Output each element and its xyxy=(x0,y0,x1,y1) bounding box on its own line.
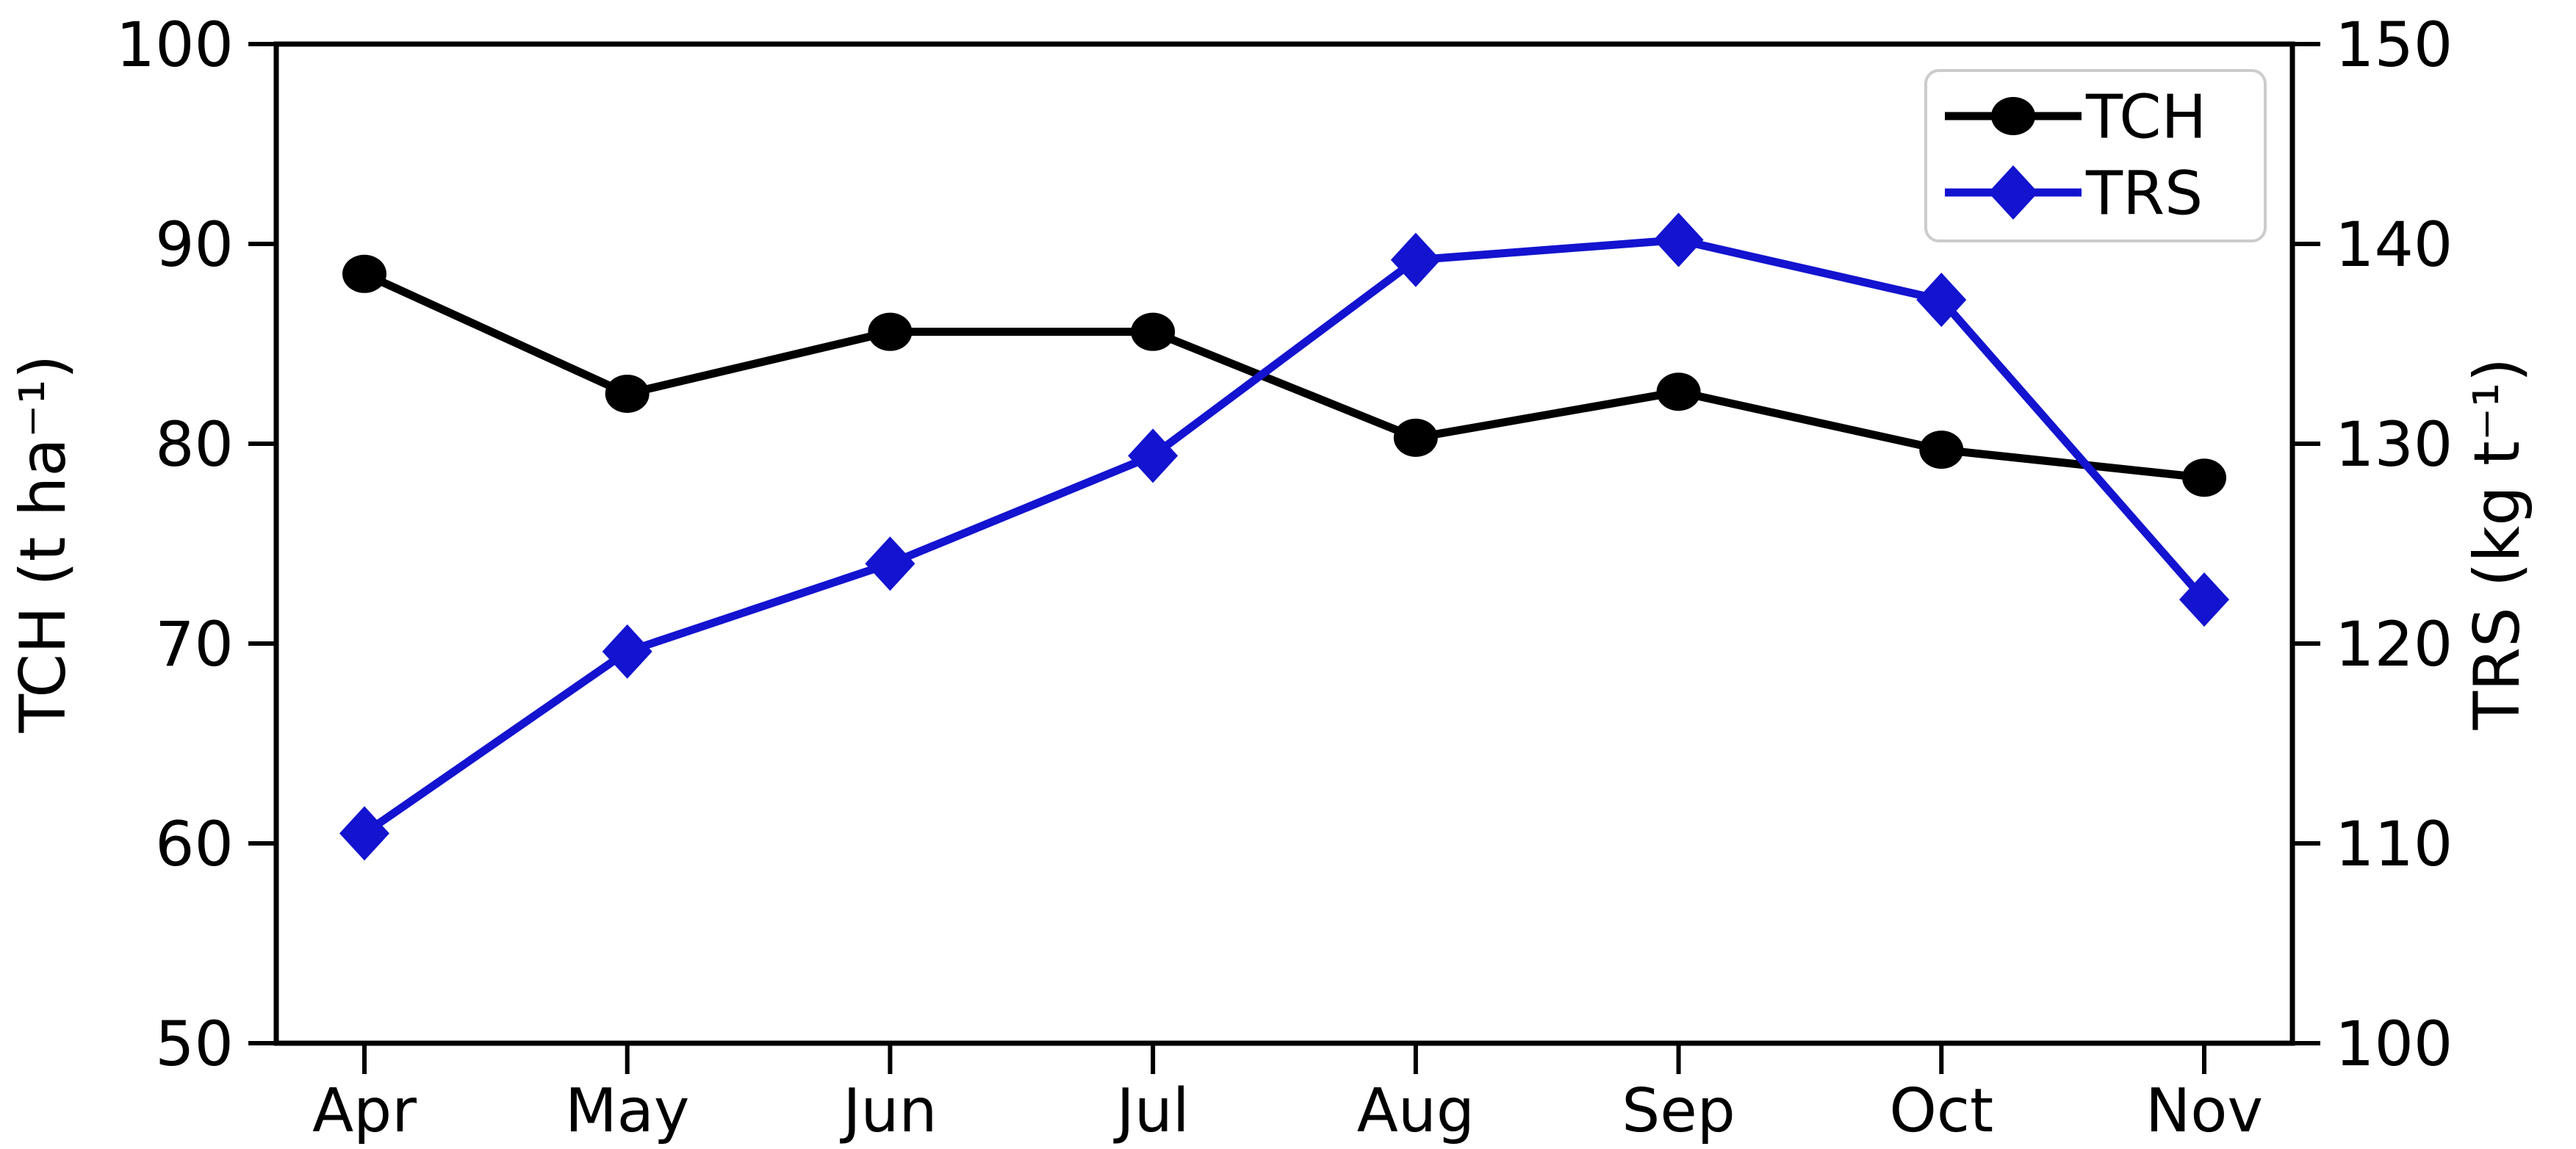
trs-marker xyxy=(1916,273,1967,328)
left-tick-label: 50 xyxy=(155,1008,234,1080)
legend-diamond-marker xyxy=(1988,165,2038,220)
tch-series xyxy=(342,254,2226,497)
axes-layer: 100 90 80 70 60 50 150 140 130 120 110 100 Apr May Jun… xyxy=(116,9,2453,1146)
left-tick-label: 80 xyxy=(155,408,234,480)
left-axis-title: TCH (t ha⁻¹) xyxy=(7,355,80,734)
tch-marker xyxy=(1656,372,1701,411)
right-tick-label: 150 xyxy=(2335,9,2453,81)
legend-circle-marker xyxy=(1991,97,2035,135)
month-label: Aug xyxy=(1357,1076,1475,1146)
right-tick-label: 110 xyxy=(2335,808,2453,880)
tch-marker xyxy=(868,312,913,351)
tch-line xyxy=(360,270,2209,482)
month-label: Jul xyxy=(1113,1076,1190,1146)
trs-series xyxy=(339,212,2229,861)
tch-marker xyxy=(1919,431,1964,469)
legend-label-tch: TCH xyxy=(2085,83,2206,153)
month-label: Nov xyxy=(2145,1076,2263,1146)
tch-marker xyxy=(1393,418,1438,457)
left-tick-label: 90 xyxy=(155,209,234,281)
trs-marker xyxy=(865,536,915,591)
tch-marker xyxy=(2182,458,2226,497)
series-layer xyxy=(339,212,2229,861)
right-axis-title: TRS (kg t⁻¹) xyxy=(2461,358,2534,731)
legend-label-trs: TRS xyxy=(2085,159,2203,229)
right-tick-label: 120 xyxy=(2335,608,2453,680)
trs-marker xyxy=(602,624,652,679)
tch-marker xyxy=(1131,312,1176,351)
month-label: May xyxy=(565,1076,690,1146)
trs-marker xyxy=(1390,232,1441,287)
left-tick-label: 70 xyxy=(155,608,234,680)
trs-marker xyxy=(2179,572,2229,627)
right-tick-label: 100 xyxy=(2335,1008,2453,1080)
right-tick-label: 130 xyxy=(2335,408,2453,480)
trs-marker xyxy=(1653,212,1704,267)
month-label: Jun xyxy=(839,1076,937,1146)
right-tick-label: 140 xyxy=(2335,209,2453,281)
trs-marker xyxy=(339,806,389,861)
tch-marker xyxy=(605,375,650,413)
left-tick-label: 60 xyxy=(155,808,234,880)
month-label: Oct xyxy=(1889,1076,1993,1146)
month-label: Sep xyxy=(1622,1076,1735,1146)
tch-marker xyxy=(342,254,386,293)
trs-marker xyxy=(1128,428,1179,483)
plot-frame xyxy=(273,41,2295,1046)
month-label: Apr xyxy=(312,1076,417,1146)
left-tick-label: 100 xyxy=(116,9,234,81)
trs-line xyxy=(360,236,2209,838)
